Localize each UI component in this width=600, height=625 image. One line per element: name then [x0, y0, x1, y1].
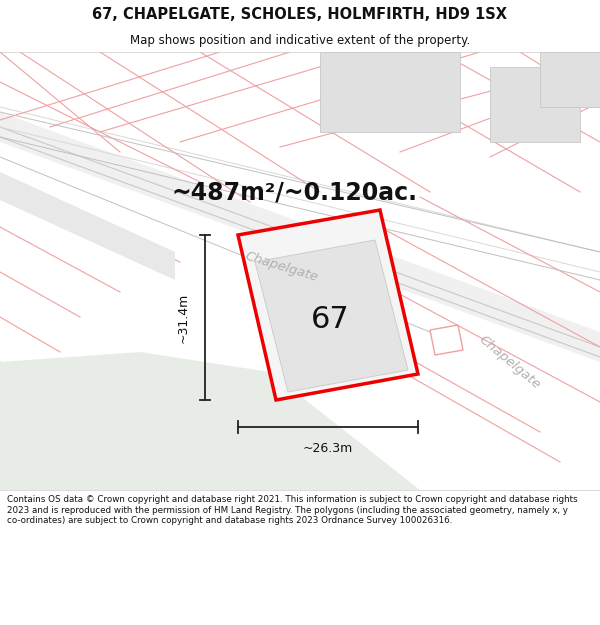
Polygon shape [255, 240, 408, 392]
Polygon shape [540, 52, 600, 107]
Polygon shape [490, 67, 580, 142]
Text: Contains OS data © Crown copyright and database right 2021. This information is : Contains OS data © Crown copyright and d… [7, 496, 578, 525]
Text: ~31.4m: ~31.4m [176, 292, 190, 342]
Text: Chapelgate: Chapelgate [477, 332, 543, 391]
Polygon shape [0, 172, 175, 280]
Polygon shape [320, 52, 460, 132]
Text: Chapelgate: Chapelgate [244, 250, 320, 284]
Text: Map shows position and indicative extent of the property.: Map shows position and indicative extent… [130, 34, 470, 47]
Text: 67, CHAPELGATE, SCHOLES, HOLMFIRTH, HD9 1SX: 67, CHAPELGATE, SCHOLES, HOLMFIRTH, HD9 … [92, 7, 508, 22]
Polygon shape [238, 210, 418, 400]
Text: ~487m²/~0.120ac.: ~487m²/~0.120ac. [172, 180, 418, 204]
Text: 67: 67 [311, 306, 349, 334]
Polygon shape [0, 112, 600, 362]
Polygon shape [0, 352, 420, 490]
Text: ~26.3m: ~26.3m [303, 442, 353, 456]
